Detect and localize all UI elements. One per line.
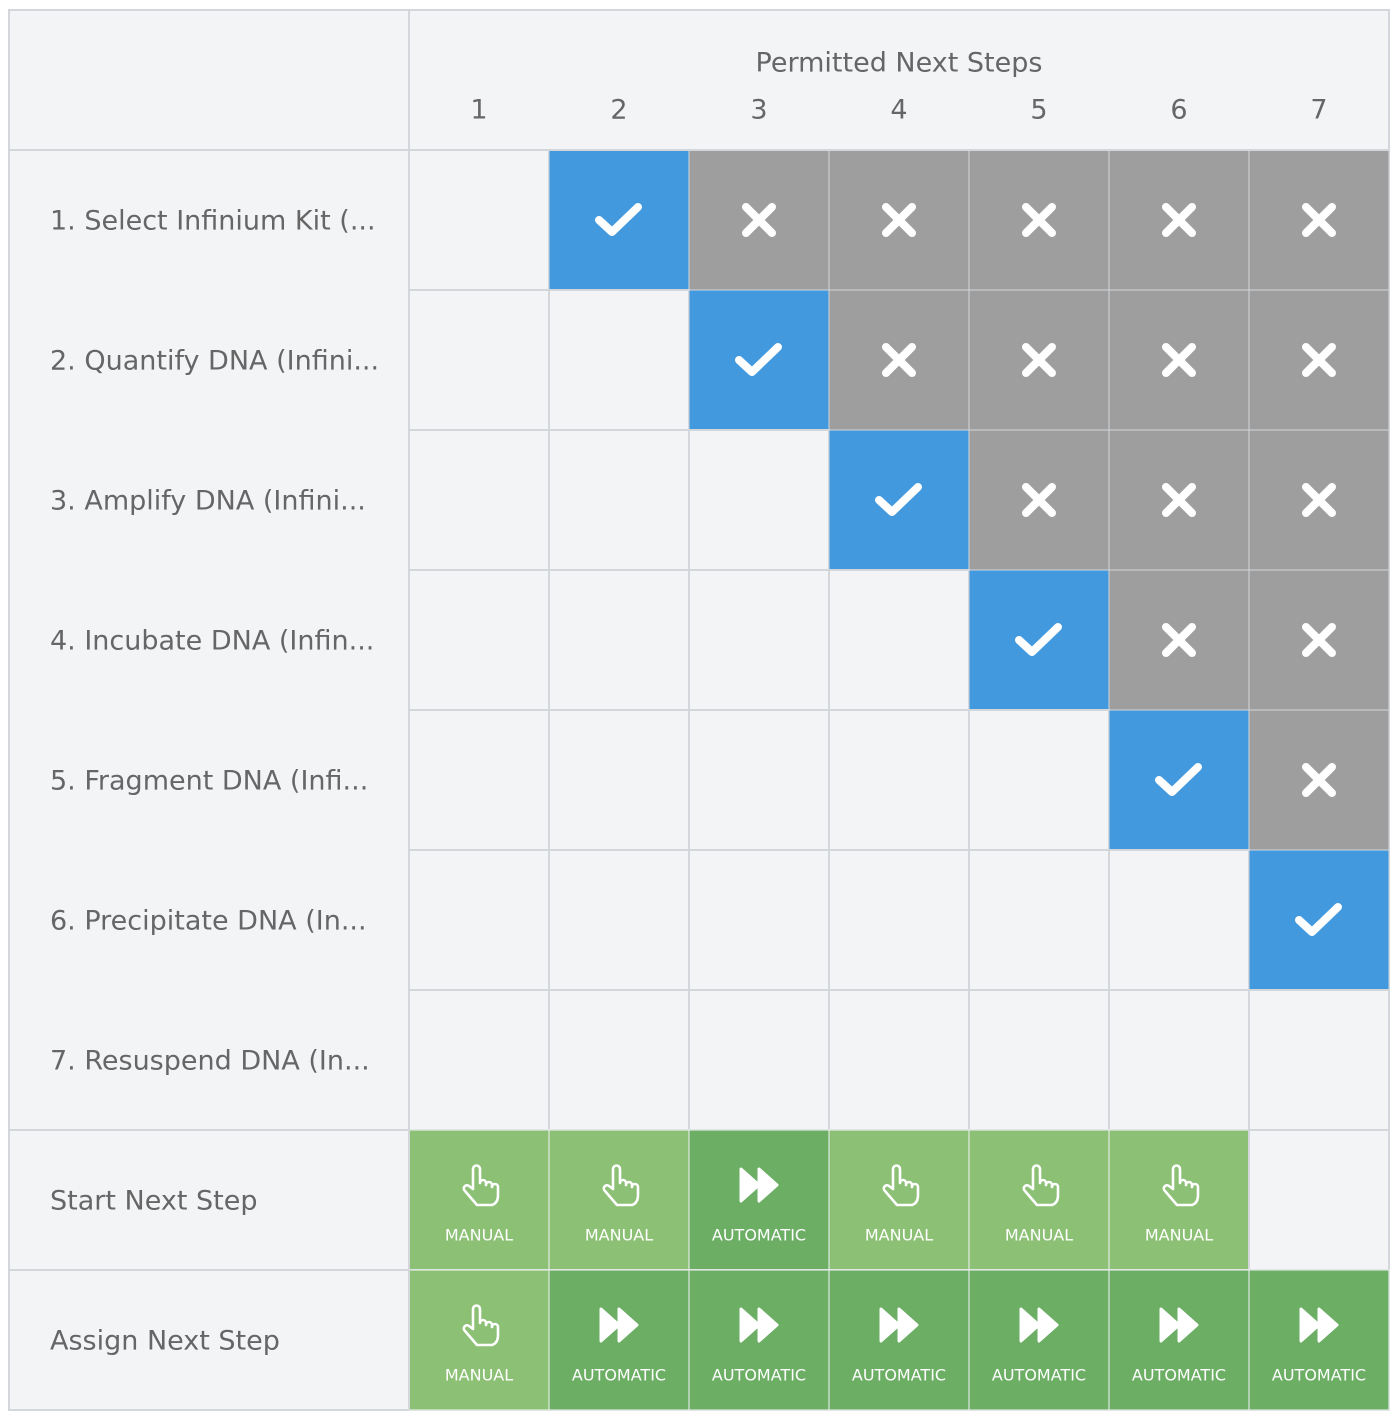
automatic-icon xyxy=(1299,1307,1339,1343)
automatic-icon xyxy=(599,1307,639,1343)
column-number: 6 xyxy=(1170,95,1187,126)
step-label: 5. Fragment DNA (Infi... xyxy=(50,766,368,797)
mode-tag: MANUAL xyxy=(445,1366,513,1385)
cross-icon xyxy=(742,203,776,237)
check-icon xyxy=(595,203,642,236)
column-number: 7 xyxy=(1310,95,1327,126)
manual-icon xyxy=(1022,1164,1060,1207)
mode-tag: MANUAL xyxy=(1145,1226,1213,1245)
mode-cell xyxy=(1108,1129,1250,1271)
check-icon xyxy=(875,483,922,516)
column-number: 5 xyxy=(1030,95,1047,126)
column-number: 3 xyxy=(750,95,767,126)
mode-cell xyxy=(548,1129,690,1271)
mode-cell xyxy=(408,1129,550,1271)
cross-icon xyxy=(1022,483,1056,517)
mode-cell xyxy=(408,1269,550,1411)
manual-icon xyxy=(462,1164,500,1207)
automatic-icon xyxy=(1019,1307,1059,1343)
check-icon xyxy=(1155,763,1202,796)
automatic-icon xyxy=(739,1307,779,1343)
mode-cell xyxy=(828,1129,970,1271)
cross-icon xyxy=(1302,623,1336,657)
cross-icon xyxy=(1022,343,1056,377)
step-label: 4. Incubate DNA (Infin... xyxy=(50,626,374,657)
mode-cell xyxy=(968,1129,1110,1271)
cross-icon xyxy=(1162,343,1196,377)
manual-icon xyxy=(462,1304,500,1347)
mode-tag: MANUAL xyxy=(1005,1226,1073,1245)
step-label: 2. Quantify DNA (Infini... xyxy=(50,346,379,377)
cross-icon xyxy=(1022,203,1056,237)
mode-tag: AUTOMATIC xyxy=(1272,1366,1366,1385)
step-label: 7. Resuspend DNA (In... xyxy=(50,1046,370,1077)
automatic-icon xyxy=(1159,1307,1199,1343)
manual-icon xyxy=(602,1164,640,1207)
column-number: 1 xyxy=(470,95,487,126)
manual-icon xyxy=(1162,1164,1200,1207)
cross-icon xyxy=(1302,343,1336,377)
cross-icon xyxy=(1302,483,1336,517)
manual-icon xyxy=(882,1164,920,1207)
check-icon xyxy=(735,343,782,376)
check-icon xyxy=(1295,903,1342,936)
check-icon xyxy=(1015,623,1062,656)
mode-tag: AUTOMATIC xyxy=(992,1366,1086,1385)
column-number: 4 xyxy=(890,95,907,126)
mode-tag: MANUAL xyxy=(865,1226,933,1245)
cross-icon xyxy=(1162,483,1196,517)
mode-tag: AUTOMATIC xyxy=(1132,1366,1226,1385)
cross-icon xyxy=(882,203,916,237)
mode-label: Start Next Step xyxy=(50,1186,258,1217)
cross-icon xyxy=(1162,623,1196,657)
step-label: 1. Select Infinium Kit (... xyxy=(50,206,376,237)
cross-icon xyxy=(1302,203,1336,237)
step-label: 3. Amplify DNA (Infini... xyxy=(50,486,366,517)
automatic-icon xyxy=(879,1307,919,1343)
mode-tag: AUTOMATIC xyxy=(712,1226,806,1245)
mode-label: Assign Next Step xyxy=(50,1326,280,1357)
mode-tag: MANUAL xyxy=(445,1226,513,1245)
step-label: 6. Precipitate DNA (In... xyxy=(50,906,367,937)
mode-tag: AUTOMATIC xyxy=(852,1366,946,1385)
mode-tag: AUTOMATIC xyxy=(712,1366,806,1385)
cross-icon xyxy=(1302,763,1336,797)
automatic-icon xyxy=(739,1167,779,1203)
header-title: Permitted Next Steps xyxy=(756,48,1043,79)
column-number: 2 xyxy=(610,95,627,126)
cross-icon xyxy=(1162,203,1196,237)
mode-tag: MANUAL xyxy=(585,1226,653,1245)
cross-icon xyxy=(882,343,916,377)
mode-tag: AUTOMATIC xyxy=(572,1366,666,1385)
